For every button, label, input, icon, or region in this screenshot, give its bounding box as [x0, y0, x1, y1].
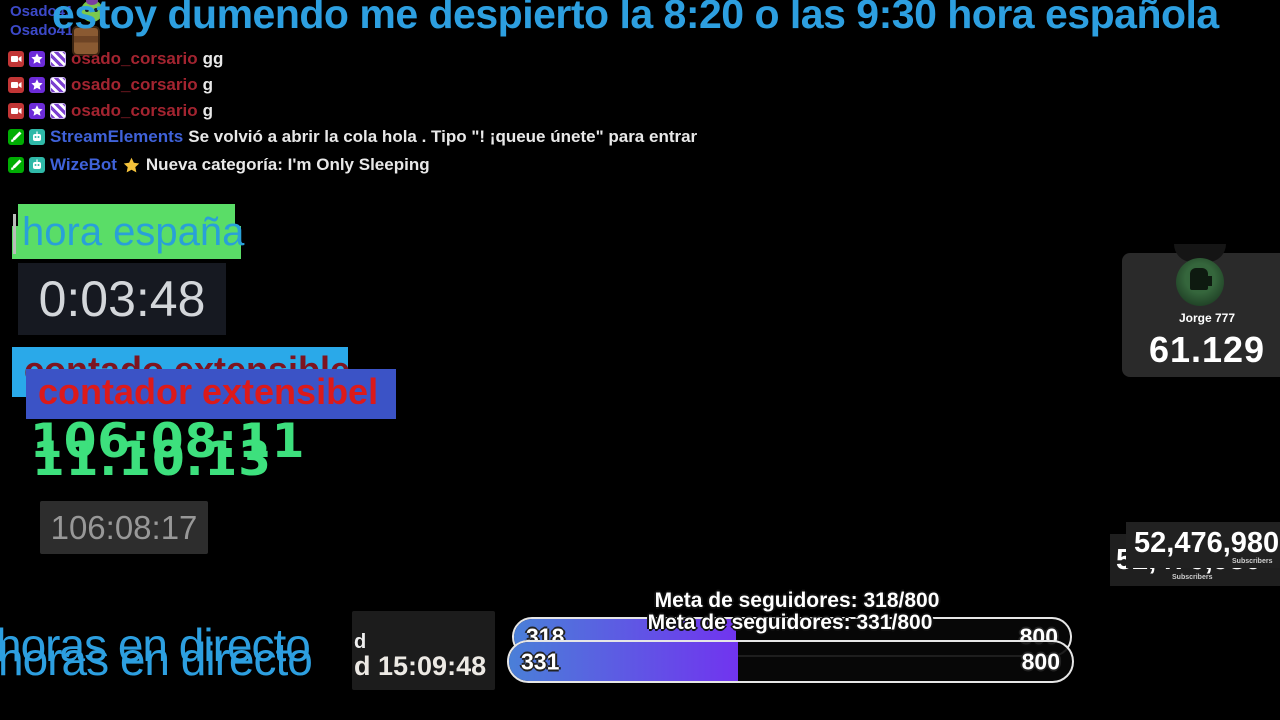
- camera-badge-icon: [8, 103, 24, 119]
- subscribers-widget-front: 52,476,980 Subscribers: [1126, 522, 1280, 568]
- clock-time: d 15:09:48: [354, 651, 486, 682]
- clock-value: 15:09:48: [378, 651, 487, 681]
- clock-fragment: d: [354, 631, 367, 653]
- moderator-badge-icon: [8, 129, 24, 145]
- goal-title-front: Meta de seguidores: 331/800: [647, 611, 933, 634]
- star-badge-icon: [29, 77, 45, 93]
- hora-espana-label[interactable]: hora españa: [12, 204, 245, 259]
- subscribers-label: Subscribers: [1232, 558, 1273, 565]
- star-badge-icon: [29, 103, 45, 119]
- bot-badge-icon: [29, 129, 45, 145]
- gray-counter[interactable]: 106:08:17: [40, 501, 208, 554]
- star-emote-icon: [122, 156, 141, 175]
- chat-username[interactable]: WizeBot: [50, 155, 117, 174]
- frog-emote-icon: [81, 0, 104, 22]
- highlight-block: [12, 226, 241, 259]
- pinned-user-row: Osado41: [10, 22, 73, 40]
- camera-badge-icon: [8, 51, 24, 67]
- chat-username[interactable]: StreamElements: [50, 127, 184, 146]
- green-counter-front: 11.10.13: [32, 432, 272, 487]
- clock-widget[interactable]: d d 15:09:48: [352, 611, 495, 690]
- chat-message: StreamElements Se volvió a abrir la cola…: [8, 126, 697, 148]
- follower-goal-bar-front[interactable]: 331 800: [507, 640, 1074, 683]
- clock-prefix: d: [354, 651, 371, 681]
- profile-name: Jorge 777: [1178, 311, 1236, 325]
- session-timer[interactable]: 0:03:48: [18, 263, 226, 335]
- subscriber-badge-icon: [50, 77, 66, 93]
- green-counter-back: 106:08:11: [30, 414, 306, 469]
- goal-title-back: Meta de seguidores: 318/800: [654, 589, 940, 612]
- profile-panel[interactable]: Jorge 777 61.129: [1122, 244, 1280, 377]
- star-badge-icon: [29, 51, 45, 67]
- avatar: [1176, 258, 1224, 306]
- bot-badge-icon: [29, 157, 45, 173]
- subscriber-badge-icon: [50, 51, 66, 67]
- subscriber-badge-icon: [50, 103, 66, 119]
- chat-message: osado_corsario g: [8, 74, 213, 96]
- panel-notch: [1174, 244, 1226, 262]
- goal-progress-fill: [509, 642, 739, 681]
- book-emote-icon: [72, 26, 100, 56]
- chat-text: Nueva categoría: I'm Only Sleeping: [145, 155, 430, 174]
- moderator-badge-icon: [8, 157, 24, 173]
- pinned-username: Osado41: [10, 22, 74, 39]
- pinned-user-row: Osado41: [10, 0, 104, 22]
- subscriber-count: 52,476,980: [1134, 527, 1280, 559]
- chat-text: gg: [202, 49, 224, 68]
- follower-count: 61.129: [1148, 329, 1266, 370]
- goal-current: 331: [521, 648, 560, 674]
- chat-username[interactable]: osado_corsario: [71, 49, 198, 68]
- subscribers-label: Subscribers: [1172, 574, 1213, 581]
- camera-badge-icon: [8, 77, 24, 93]
- highlight-block: [18, 204, 235, 230]
- chat-text: Se volvió a abrir la cola hola . Tipo "!…: [188, 127, 698, 146]
- headline-text: estoy dumendo me despierto la 8:20 o las…: [52, 0, 1219, 37]
- chat-message: osado_corsario gg: [8, 48, 223, 70]
- chat-message: WizeBot Nueva categoría: I'm Only Sleepi…: [8, 154, 430, 176]
- counter-label-front[interactable]: contador extensibel: [26, 369, 396, 419]
- chat-username[interactable]: osado_corsario: [71, 75, 198, 94]
- chat-message: osado_corsario g: [8, 100, 213, 122]
- chat-username[interactable]: osado_corsario: [71, 101, 198, 120]
- hora-espana-text: hora españa: [22, 210, 245, 254]
- pinned-username: Osado41: [10, 2, 74, 20]
- text-cursor: [13, 214, 16, 254]
- chat-text: g: [202, 75, 213, 94]
- hours-live-text-back: horas en directo: [0, 619, 311, 671]
- chat-text: g: [202, 101, 213, 120]
- hours-live-text-front: horas en directo: [0, 633, 313, 685]
- goal-target: 800: [1021, 648, 1060, 674]
